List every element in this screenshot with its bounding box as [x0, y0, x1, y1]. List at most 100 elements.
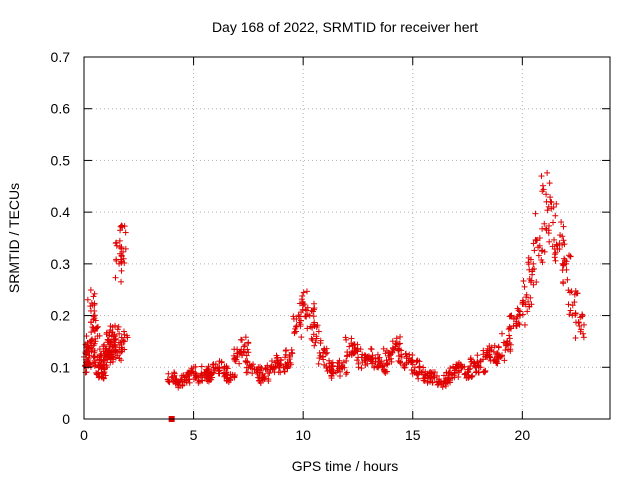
y-tick-label: 0.5: [51, 152, 71, 168]
data-point-cluster: [93, 325, 100, 332]
data-point-cluster: [559, 233, 566, 240]
data-point-cluster: [395, 347, 402, 354]
data-point-cluster: [545, 230, 552, 237]
data-point-cluster: [501, 357, 508, 364]
data-point-cluster: [91, 312, 98, 319]
data-point-cluster: [118, 357, 125, 364]
data-point-cluster: [375, 364, 382, 371]
data-point-cluster: [498, 352, 505, 359]
data-point-cluster: [277, 357, 284, 364]
data-point-cluster: [302, 313, 309, 320]
data-point-cluster: [289, 350, 296, 357]
data-point-cluster: [231, 356, 238, 363]
data-point-cluster: [260, 374, 267, 381]
data-point-cluster: [317, 352, 324, 359]
data-point-cluster: [237, 348, 244, 355]
data-point-cluster: [107, 359, 114, 366]
data-point-cluster: [580, 334, 587, 341]
data-point-cluster: [92, 335, 99, 342]
data-point-cluster: [527, 279, 534, 286]
data-point-cluster: [379, 363, 386, 370]
data-point-cluster: [308, 307, 315, 314]
data-point-cluster: [364, 360, 371, 367]
data-point-cluster: [414, 371, 421, 378]
data-point-cluster: [477, 358, 484, 365]
data-point-cluster: [241, 342, 248, 349]
data-point-cluster: [409, 361, 416, 368]
data-points: [81, 169, 587, 422]
data-point-cluster: [185, 369, 192, 376]
data-point-cluster: [516, 308, 523, 315]
chart-title: Day 168 of 2022, SRMTID for receiver her…: [212, 19, 478, 35]
data-point-cluster: [111, 336, 118, 343]
data-point-cluster: [440, 372, 447, 379]
data-point-cluster: [343, 336, 350, 343]
data-point-cluster: [506, 332, 513, 339]
data-point-cluster: [558, 219, 565, 226]
x-tick-label: 20: [515, 427, 531, 443]
data-point-cluster: [198, 363, 205, 370]
y-tick-label: 0.4: [51, 204, 71, 220]
data-point-cluster: [224, 372, 231, 379]
data-point-cluster: [106, 348, 113, 355]
data-point-cluster: [86, 352, 93, 359]
data-point-cluster: [231, 346, 238, 353]
data-point-cluster: [315, 360, 322, 367]
data-point-cluster: [84, 296, 91, 303]
data-point-cluster: [183, 379, 190, 386]
data-point-cluster: [534, 236, 541, 243]
data-point-cluster: [274, 354, 281, 361]
data-point-cluster: [120, 328, 127, 335]
data-point-cluster: [178, 372, 185, 379]
data-point-cluster: [480, 368, 487, 375]
data-point-cluster: [324, 349, 331, 356]
data-point-cluster: [389, 338, 396, 345]
data-point-cluster: [533, 279, 540, 286]
data-point-cluster: [567, 289, 574, 296]
data-point-cluster: [362, 357, 369, 364]
data-point-cluster: [461, 371, 468, 378]
data-point-cluster: [560, 279, 567, 286]
data-point-cluster: [337, 368, 344, 375]
data-point-cluster: [94, 333, 101, 340]
data-point-cluster: [536, 242, 543, 249]
x-axis-label: GPS time / hours: [292, 458, 399, 474]
data-point-cluster: [210, 369, 217, 376]
x-tick-label: 10: [295, 427, 311, 443]
data-point-cluster: [238, 337, 245, 344]
x-tick-label: 5: [190, 427, 198, 443]
data-point-cluster: [474, 352, 481, 359]
data-point-cluster: [99, 371, 106, 378]
data-point-cluster: [287, 359, 294, 366]
data-point-cluster: [396, 340, 403, 347]
data-point-cluster: [193, 373, 200, 380]
data-point-cluster: [86, 361, 93, 368]
data-point-cluster: [367, 345, 374, 352]
data-point-cluster: [209, 374, 216, 381]
data-point-cluster: [313, 335, 320, 342]
data-point-cluster: [172, 377, 179, 384]
data-point-cluster: [415, 375, 422, 382]
data-point-cluster: [413, 359, 420, 366]
data-point-cluster: [117, 227, 124, 234]
data-point-cluster: [546, 180, 553, 187]
data-point-cluster: [411, 367, 418, 374]
data-point-cluster: [241, 349, 248, 356]
data-point-cluster: [358, 354, 365, 361]
x-tick-label: 0: [80, 427, 88, 443]
data-point-cluster: [310, 313, 317, 320]
data-point-cluster: [85, 346, 92, 353]
data-point-cluster: [108, 339, 115, 346]
data-point-cluster: [560, 261, 567, 268]
data-point-cluster: [288, 346, 295, 353]
data-point-cluster: [552, 257, 559, 264]
data-point-cluster: [299, 306, 306, 313]
data-point-cluster: [515, 307, 522, 314]
y-tick-label: 0.1: [51, 359, 71, 375]
data-point-cluster: [563, 266, 570, 273]
data-point-cluster: [493, 358, 500, 365]
data-point-cluster: [572, 311, 579, 318]
data-point-cluster: [116, 330, 123, 337]
data-point-cluster: [531, 265, 538, 272]
